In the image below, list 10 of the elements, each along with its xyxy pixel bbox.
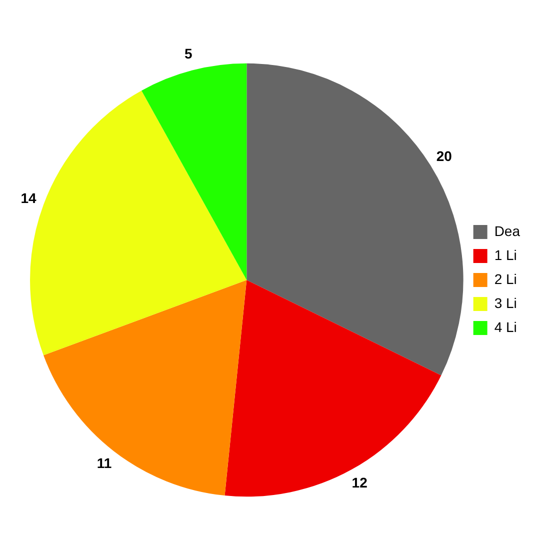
legend-label: Dea [494, 222, 520, 239]
legend-label: 2 Li [494, 270, 517, 287]
legend-label: 3 Li [494, 294, 517, 311]
data-label: 5 [184, 46, 192, 62]
data-label: 11 [96, 454, 112, 471]
legend-label: 1 Li [494, 246, 517, 263]
data-label: 14 [20, 190, 36, 206]
data-label: 20 [436, 148, 452, 164]
data-label: 12 [352, 474, 368, 490]
legend-label: 4 Li [494, 318, 517, 335]
